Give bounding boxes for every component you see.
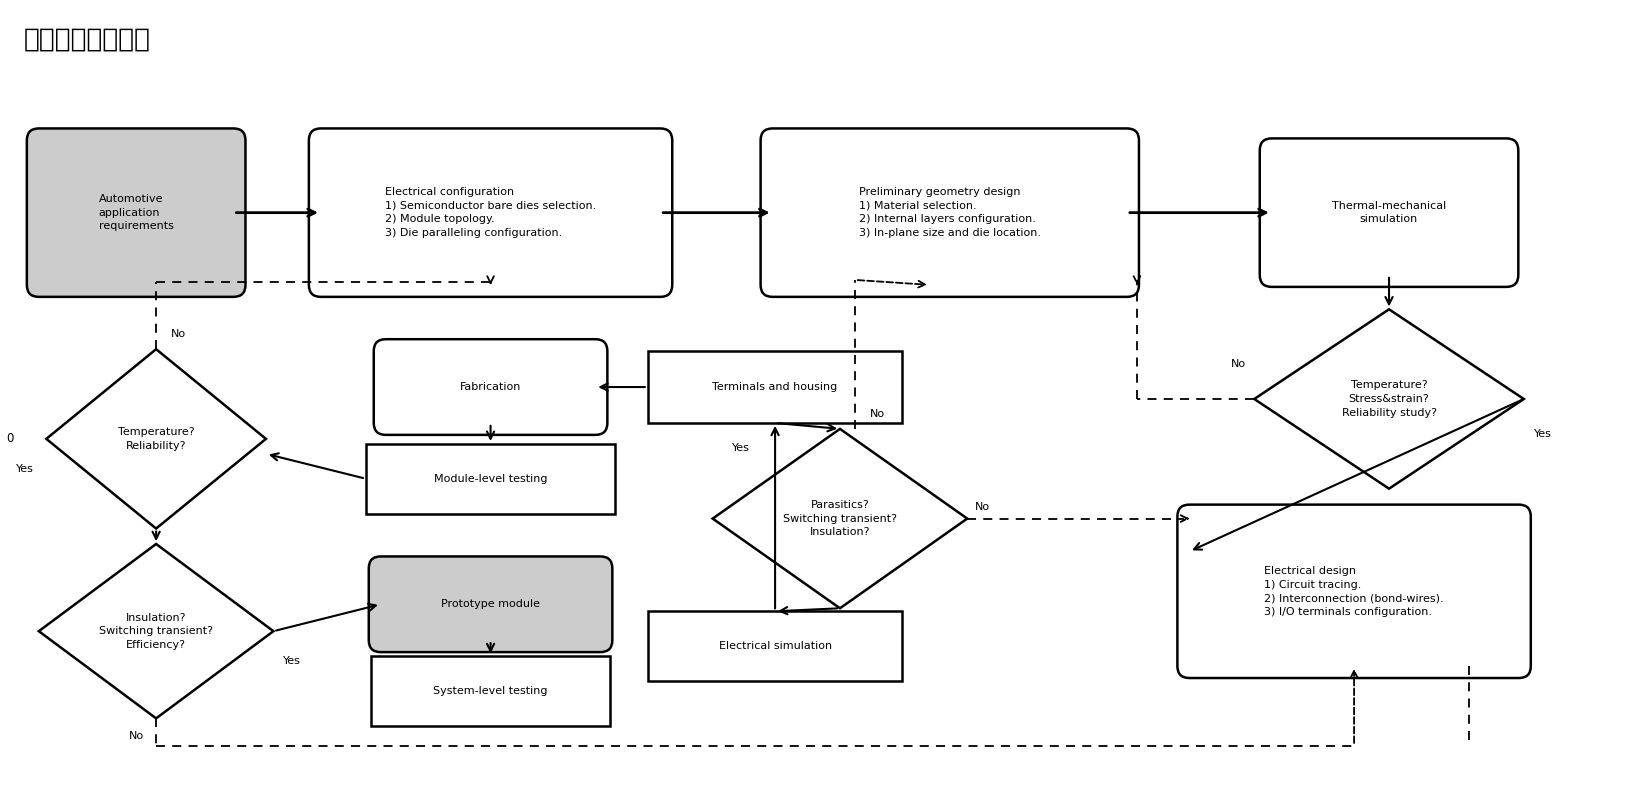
- Polygon shape: [39, 544, 274, 718]
- Bar: [370, 656, 610, 726]
- Text: Terminals and housing: Terminals and housing: [711, 382, 838, 392]
- FancyBboxPatch shape: [760, 128, 1137, 296]
- Text: Yes: Yes: [16, 464, 34, 473]
- Polygon shape: [46, 349, 266, 528]
- Text: 0: 0: [7, 432, 13, 446]
- Text: Electrical simulation: Electrical simulation: [718, 641, 831, 651]
- FancyBboxPatch shape: [308, 128, 672, 296]
- Text: Electrical design
1) Circuit tracing.
2) Interconnection (bond-wires).
3) I/O te: Electrical design 1) Circuit tracing. 2)…: [1264, 566, 1442, 617]
- Text: Prototype module: Prototype module: [441, 599, 539, 609]
- Text: Yes: Yes: [284, 656, 302, 666]
- Text: Automotive
application
requirements: Automotive application requirements: [98, 194, 174, 231]
- FancyBboxPatch shape: [1177, 505, 1529, 678]
- Text: No: No: [170, 329, 187, 340]
- Text: 功率器件设计流程: 功率器件设计流程: [23, 26, 151, 53]
- FancyBboxPatch shape: [1259, 139, 1518, 287]
- Text: No: No: [869, 409, 885, 419]
- Text: No: No: [975, 501, 990, 512]
- Text: Preliminary geometry design
1) Material selection.
2) Internal layers configurat: Preliminary geometry design 1) Material …: [859, 187, 1041, 238]
- Polygon shape: [1254, 309, 1523, 489]
- Text: Temperature?
Reliability?: Temperature? Reliability?: [118, 427, 195, 450]
- Text: Module-level testing: Module-level testing: [434, 473, 547, 484]
- Text: Insulation?
Switching transient?
Efficiency?: Insulation? Switching transient? Efficie…: [98, 613, 213, 650]
- Text: Electrical configuration
1) Semiconductor bare dies selection.
2) Module topolog: Electrical configuration 1) Semiconducto…: [385, 187, 597, 238]
- Text: Fabrication: Fabrication: [459, 382, 521, 392]
- Bar: [647, 351, 901, 423]
- Bar: [647, 611, 901, 681]
- Text: No: No: [1231, 359, 1246, 369]
- Text: Temperature?
Stress&strain?
Reliability study?: Temperature? Stress&strain? Reliability …: [1341, 380, 1436, 418]
- Polygon shape: [713, 429, 967, 608]
- FancyBboxPatch shape: [26, 128, 246, 296]
- Text: Yes: Yes: [731, 443, 749, 453]
- Text: System-level testing: System-level testing: [433, 686, 547, 696]
- Text: Parasitics?
Switching transient?
Insulation?: Parasitics? Switching transient? Insulat…: [782, 500, 897, 537]
- Text: Yes: Yes: [1532, 429, 1550, 439]
- FancyBboxPatch shape: [369, 556, 611, 652]
- Text: No: No: [129, 732, 144, 741]
- FancyBboxPatch shape: [374, 340, 606, 435]
- Bar: [365, 444, 615, 513]
- Text: Thermal-mechanical
simulation: Thermal-mechanical simulation: [1331, 201, 1446, 225]
